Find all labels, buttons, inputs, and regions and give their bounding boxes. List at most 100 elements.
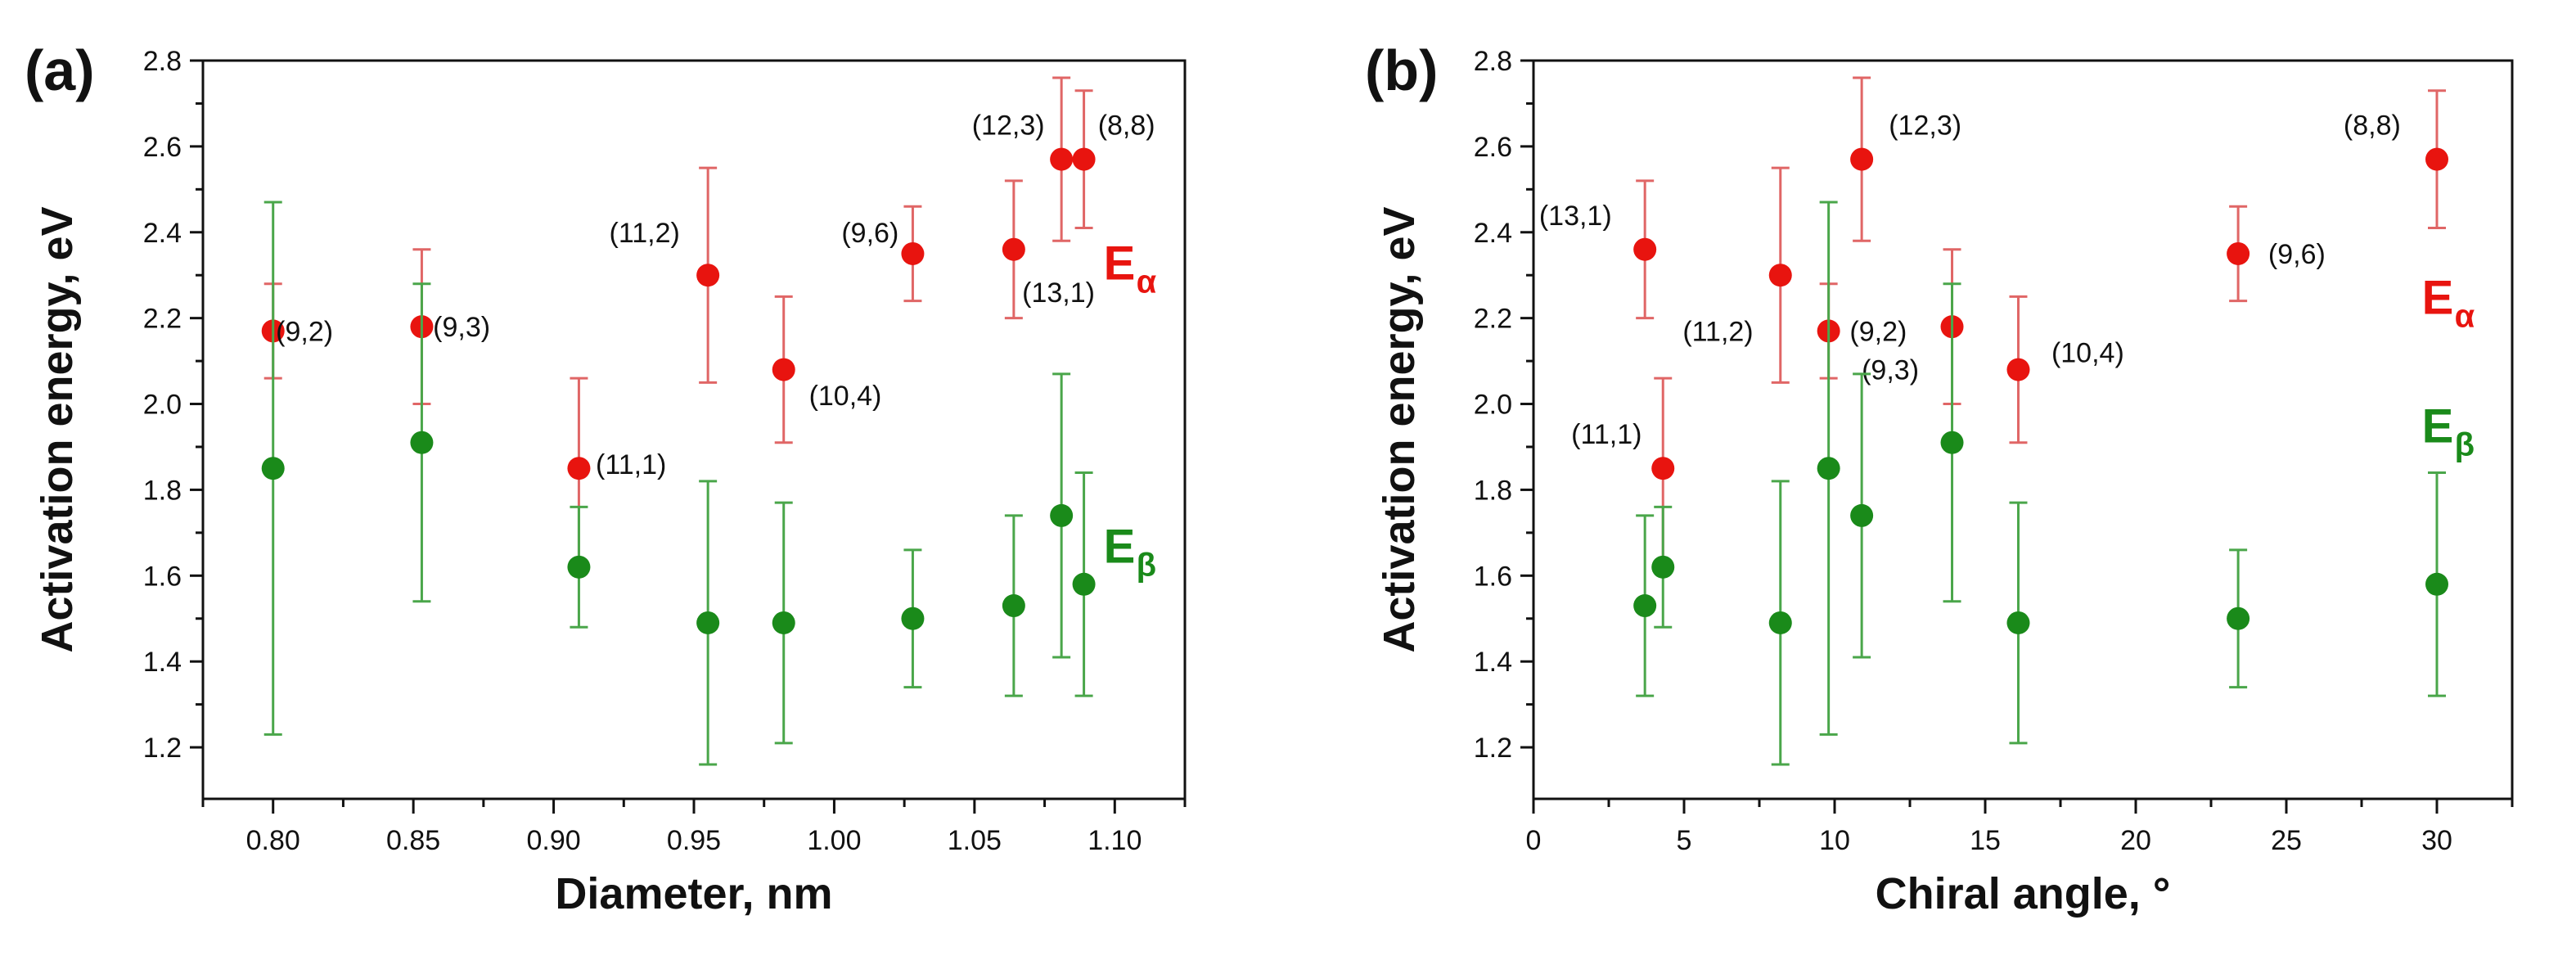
- series-label-sub-alpha: α: [2455, 298, 2475, 334]
- series-alpha: (9,2) (9,3) (11,1) (11,2) (10,4) (9,6) (13,1) (…: [261, 76, 1155, 565]
- x-tick-label: 25: [2271, 825, 2302, 856]
- data-point-alpha: [1050, 147, 1074, 171]
- point-label: (10,4): [2051, 338, 2124, 369]
- data-point-alpha: [1002, 237, 1025, 261]
- data-point-beta: [1817, 457, 1840, 480]
- series-beta: [261, 201, 1096, 766]
- series-alpha: (13,1) (11,1) (11,2) (9,2) (12,3) (9,3) (10,4)…: [1539, 76, 2448, 565]
- point-label: (9,3): [433, 312, 490, 343]
- point-label: (11,2): [1682, 316, 1753, 347]
- data-point-beta: [567, 555, 591, 579]
- data-point-alpha: [1768, 264, 1792, 287]
- point-label: (12,3): [1889, 110, 1961, 142]
- data-point-beta: [1633, 594, 1657, 618]
- panel-b-chiral-angle-chart: (b) 0 5 10 15 20 25 30 1.2 1.4 1.6 1.8 2.0 2.2 2.4 2.6 2…: [1365, 38, 2514, 918]
- data-point-beta: [1850, 503, 1874, 527]
- y-tick-label: 1.8: [1474, 475, 1512, 506]
- data-point-alpha: [1072, 147, 1096, 171]
- plot-frame: [1532, 59, 2514, 800]
- series-label-alpha: E: [2422, 271, 2454, 324]
- x-tick-label: 1.10: [1088, 825, 1142, 856]
- data-point-beta: [2425, 572, 2448, 596]
- data-point-alpha: [1651, 457, 1675, 480]
- data-point-beta: [261, 457, 285, 480]
- y-tick-label: 2.0: [143, 390, 182, 421]
- panel-a-diameter-chart: (a) 0.80 0.85 0.90 0.95 1.00 1.05 1.10 1.2 1.4 1.6…: [25, 38, 1187, 918]
- x-tick-label: 30: [2421, 825, 2452, 856]
- data-point-beta: [696, 611, 720, 634]
- y-tick-label: 1.8: [143, 475, 182, 506]
- data-point-beta: [1050, 503, 1074, 527]
- y-tick-label: 2.0: [1474, 390, 1512, 421]
- data-point-alpha: [1850, 147, 1874, 171]
- y-tick-label: 2.6: [143, 132, 182, 163]
- x-tick-label: 0.80: [246, 825, 300, 856]
- point-label: (9,6): [2268, 239, 2326, 270]
- series-label-alpha: E: [1104, 237, 1136, 290]
- y-tick-label: 2.2: [143, 304, 182, 335]
- point-label: (8,8): [2344, 110, 2401, 142]
- y-tick-label: 1.4: [143, 647, 182, 678]
- point-label: (9,3): [1862, 355, 1919, 386]
- x-tick-label: 10: [1819, 825, 1850, 856]
- point-label: (11,1): [1571, 419, 1642, 450]
- y-tick-label: 1.4: [1474, 647, 1512, 678]
- y-tick-label: 2.6: [1474, 132, 1512, 163]
- y-axis-title: Activation energy, eV: [1375, 206, 1424, 652]
- plot-frame: [201, 59, 1187, 800]
- data-point-beta: [1768, 611, 1792, 634]
- point-label: (10,4): [809, 381, 882, 412]
- x-axis-title: Chiral angle, °: [1876, 869, 2171, 918]
- data-point-alpha: [2227, 241, 2250, 265]
- data-point-beta: [410, 431, 434, 454]
- series-label-beta: E: [2422, 400, 2454, 453]
- data-point-alpha: [2425, 147, 2448, 171]
- x-tick-label: 1.05: [948, 825, 1002, 856]
- x-tick-label: 0: [1526, 825, 1542, 856]
- point-label: (13,1): [1539, 201, 1612, 232]
- point-label: (11,2): [610, 218, 680, 249]
- data-point-beta: [1002, 594, 1025, 618]
- data-point-alpha: [696, 264, 720, 287]
- x-axis-title: Diameter, nm: [555, 869, 832, 918]
- data-point-beta: [901, 607, 925, 630]
- series-label-sub-beta: β: [1137, 548, 1156, 584]
- point-label: (12,3): [972, 110, 1045, 142]
- y-tick-label: 2.4: [1474, 218, 1512, 249]
- data-point-beta: [1072, 572, 1096, 596]
- x-tick-label: 1.00: [807, 825, 861, 856]
- data-point-alpha: [901, 241, 925, 265]
- data-point-alpha: [772, 358, 795, 381]
- x-tick-label: 20: [2120, 825, 2151, 856]
- series-label-sub-beta: β: [2455, 427, 2475, 463]
- data-point-beta: [772, 611, 795, 634]
- point-label: (9,2): [276, 316, 333, 347]
- point-label: (9,6): [841, 218, 898, 249]
- y-tick-label: 2.8: [143, 46, 182, 77]
- y-axis-title: Activation energy, eV: [33, 206, 82, 652]
- x-tick-label: 15: [1970, 825, 2001, 856]
- series-label-beta: E: [1104, 521, 1136, 574]
- y-tick-label: 2.8: [1474, 46, 1512, 77]
- series-label-sub-alpha: α: [1137, 264, 1157, 300]
- data-point-alpha: [567, 457, 591, 480]
- point-label: (9,2): [1849, 316, 1907, 347]
- x-tick-label: 0.95: [667, 825, 721, 856]
- y-tick-label: 1.2: [143, 733, 182, 764]
- point-label: (11,1): [596, 449, 666, 480]
- data-point-beta: [2227, 607, 2250, 630]
- y-tick-label: 1.6: [143, 561, 182, 592]
- y-tick-label: 2.4: [143, 218, 182, 249]
- data-point-alpha: [2006, 358, 2030, 381]
- x-tick-label: 5: [1677, 825, 1692, 856]
- y-tick-label: 1.6: [1474, 561, 1512, 592]
- data-point-beta: [2006, 611, 2030, 634]
- panel-label: (b): [1365, 38, 1438, 102]
- x-tick-label: 0.85: [386, 825, 440, 856]
- y-tick-label: 1.2: [1474, 733, 1512, 764]
- y-tick-label: 2.2: [1474, 304, 1512, 335]
- point-label: (13,1): [1022, 277, 1095, 309]
- data-point-beta: [1651, 555, 1675, 579]
- point-label: (8,8): [1098, 110, 1155, 142]
